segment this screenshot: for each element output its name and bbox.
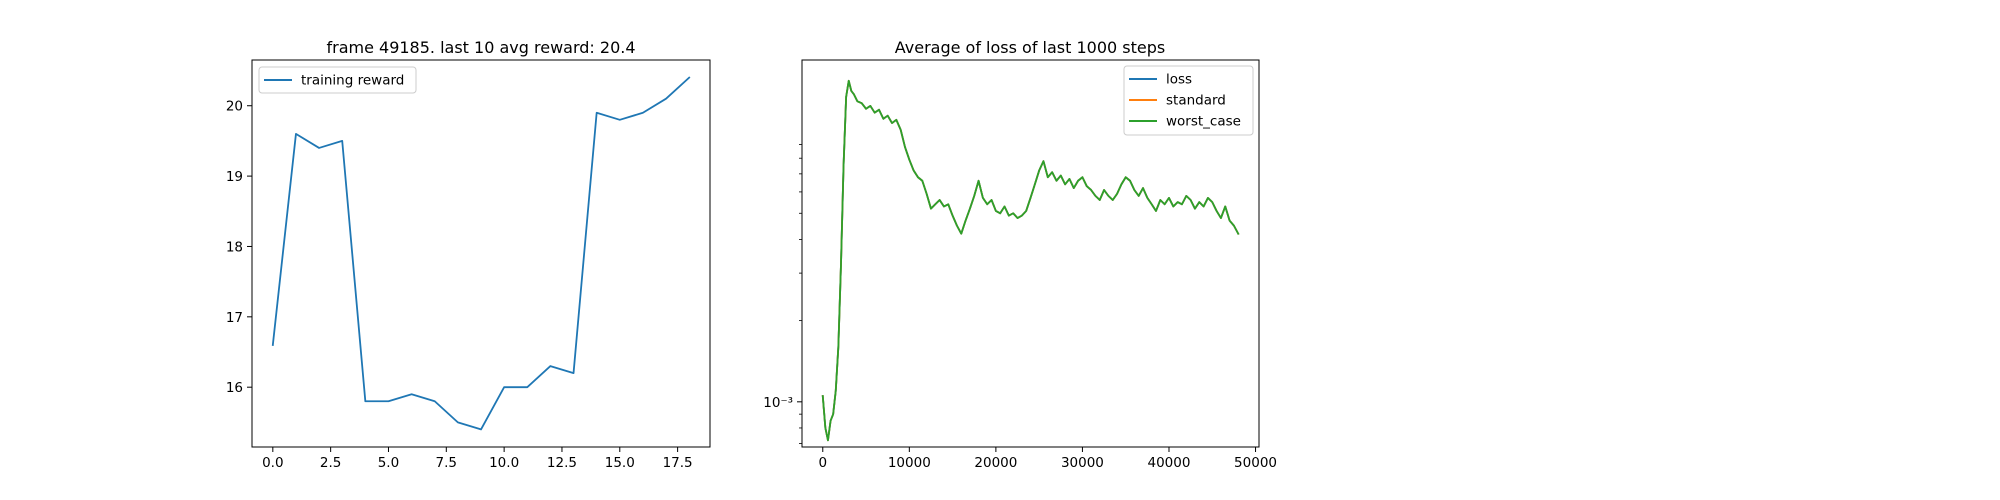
reward-chart: frame 49185. last 10 avg reward: 20.4 0.… (226, 38, 711, 471)
reward-legend-label: training reward (301, 73, 404, 89)
loss-series-line-worst-case (821, 79, 1240, 442)
reward-y-tick-label: 20 (226, 99, 243, 115)
loss-x-tick-label: 10000 (888, 455, 931, 471)
reward-y-tick-label: 16 (226, 380, 243, 396)
loss-x-tick-label: 0 (818, 455, 827, 471)
reward-x-tick-label: 10.0 (489, 455, 519, 471)
reward-x-tick-label: 17.5 (663, 455, 693, 471)
loss-x-ticks: 0 10000 20000 30000 40000 50000 (818, 447, 1277, 471)
loss-x-tick-label: 30000 (1061, 455, 1104, 471)
reward-y-tick-label: 17 (226, 310, 243, 326)
loss-plot-lines (821, 79, 1240, 442)
loss-x-tick-label: 50000 (1234, 455, 1277, 471)
reward-plot-lines (271, 76, 691, 431)
loss-chart-frame (801, 59, 1260, 448)
loss-legend: loss standard worst_case (1123, 65, 1254, 136)
reward-x-tick-label: 0.0 (262, 455, 283, 471)
reward-chart-title: frame 49185. last 10 avg reward: 20.4 (326, 38, 635, 57)
loss-legend-label-loss: loss (1166, 72, 1192, 88)
reward-legend-box (258, 66, 417, 94)
reward-legend: training reward (258, 66, 417, 94)
reward-x-tick-label: 7.5 (436, 455, 457, 471)
reward-y-ticks: 16 17 18 19 20 (226, 99, 252, 396)
reward-x-tick-label: 2.5 (320, 455, 341, 471)
reward-series-line-training-reward (271, 76, 691, 431)
reward-y-tick-label: 19 (226, 169, 243, 185)
reward-chart-frame (251, 59, 711, 448)
loss-y-ticks: 10⁻³ (763, 144, 802, 445)
loss-x-tick-label: 20000 (974, 455, 1017, 471)
loss-chart-title: Average of loss of last 1000 steps (895, 38, 1166, 57)
reward-x-tick-label: 12.5 (547, 455, 577, 471)
loss-y-tick-label: 10⁻³ (763, 395, 793, 411)
reward-y-tick-label: 18 (226, 239, 243, 255)
loss-legend-box (1123, 65, 1254, 136)
loss-legend-label-standard: standard (1166, 93, 1226, 109)
loss-legend-label-worst-case: worst_case (1166, 114, 1241, 130)
reward-x-tick-label: 5.0 (378, 455, 399, 471)
reward-x-ticks: 0.0 2.5 5.0 7.5 10.0 12.5 15.0 17.5 (262, 447, 693, 471)
loss-chart: Average of loss of last 1000 steps 0 1000… (763, 38, 1277, 471)
reward-x-tick-label: 15.0 (605, 455, 635, 471)
loss-x-tick-label: 40000 (1148, 455, 1191, 471)
